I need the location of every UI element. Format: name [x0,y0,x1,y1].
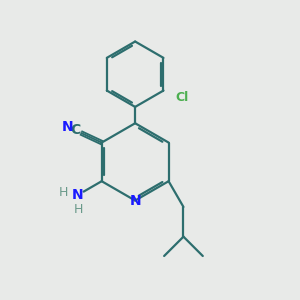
Text: H: H [73,203,83,216]
Text: N: N [72,188,84,202]
Text: N: N [129,194,141,208]
Text: Cl: Cl [175,91,188,104]
Text: N: N [62,120,73,134]
Text: C: C [70,123,81,137]
Text: H: H [59,186,68,199]
